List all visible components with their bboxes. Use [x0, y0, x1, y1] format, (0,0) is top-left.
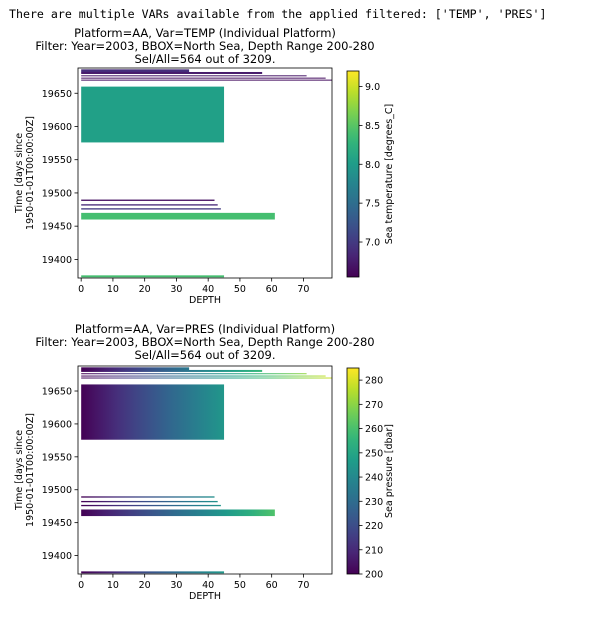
profile-bar	[81, 275, 225, 278]
colorbar	[346, 367, 360, 575]
profile-bar	[81, 496, 215, 498]
chart-title-line: Platform=AA, Var=TEMP (Individual Platfo…	[74, 26, 336, 40]
console-output: There are multiple VARs available from t…	[9, 7, 547, 21]
profile-bar	[81, 199, 215, 201]
x-tick-label: 70	[297, 284, 309, 295]
colorbar	[346, 70, 360, 278]
y-tick-label: 19450	[42, 518, 72, 529]
plot-frame	[77, 365, 333, 575]
x-tick-label: 10	[107, 284, 119, 295]
chart-title-line: Sel/All=564 out of 3209.	[134, 52, 275, 66]
x-tick-label: 0	[78, 580, 84, 591]
colorbar-tick-label: 9.0	[365, 82, 380, 93]
y-tick-label: 19450	[42, 222, 72, 233]
profile-bar	[81, 369, 263, 372]
x-axis-label: DEPTH	[189, 591, 221, 602]
y-axis-label-line: 1950-01-01T00:00:00Z]	[25, 413, 36, 527]
y-tick-label: 19600	[42, 122, 72, 133]
profile-bar	[81, 69, 190, 73]
y-tick-label: 19650	[42, 89, 72, 100]
colorbar-tick-label: 260	[365, 424, 383, 435]
x-tick-label: 30	[170, 580, 182, 591]
x-tick-label: 60	[266, 284, 278, 295]
y-tick-label: 19600	[42, 419, 72, 430]
colorbar-tick-label: 240	[365, 473, 383, 484]
chart-title-line: Sel/All=564 out of 3209.	[134, 348, 275, 362]
profile-bar	[81, 504, 221, 507]
chart-title-line: Platform=AA, Var=PRES (Individual Platfo…	[75, 322, 335, 336]
chart-panel-2: Platform=AA, Var=PRES (Individual Platfo…	[14, 322, 395, 602]
y-tick-label: 19500	[42, 188, 72, 199]
profile-bar	[81, 75, 307, 77]
colorbar-label: Sea pressure [dbar]	[384, 424, 395, 518]
profile-bar	[81, 77, 326, 79]
profile-bar	[81, 208, 221, 210]
profile-bar	[81, 377, 332, 379]
x-tick-label: 30	[170, 284, 182, 295]
x-axis-label: DEPTH	[189, 295, 221, 306]
profile-bar	[81, 79, 332, 81]
y-axis-label-line: Time [days since	[14, 133, 25, 214]
colorbar-tick-label: 230	[365, 497, 383, 508]
colorbar-tick-label: 7.5	[365, 199, 380, 210]
y-axis-label-line: Time [days since	[14, 430, 25, 511]
x-tick-label: 70	[297, 580, 309, 591]
profile-bar	[81, 212, 275, 220]
y-tick-label: 19500	[42, 485, 72, 496]
x-tick-label: 40	[202, 580, 214, 591]
x-tick-label: 20	[139, 580, 151, 591]
y-tick-label: 19550	[42, 452, 72, 463]
chart-title-line: Filter: Year=2003, BBOX=North Sea, Depth…	[35, 335, 374, 349]
y-axis-label-line: 1950-01-01T00:00:00Z]	[25, 116, 36, 230]
plot-frame	[77, 67, 333, 279]
x-tick-label: 60	[266, 580, 278, 591]
colorbar-tick-label: 210	[365, 545, 383, 556]
x-tick-label: 20	[139, 284, 151, 295]
y-tick-label: 19650	[42, 387, 72, 398]
profile-bar	[81, 86, 225, 143]
y-tick-label: 19400	[42, 551, 72, 562]
profile-bar	[81, 373, 307, 375]
x-tick-label: 10	[107, 580, 119, 591]
profile-bar	[81, 375, 326, 377]
colorbar-tick-label: 220	[365, 521, 383, 532]
profile-bar	[81, 509, 275, 517]
chart-title-line: Filter: Year=2003, BBOX=North Sea, Depth…	[35, 39, 374, 53]
chart-panel-1: Platform=AA, Var=TEMP (Individual Platfo…	[14, 26, 395, 306]
y-tick-label: 19400	[42, 255, 72, 266]
colorbar-tick-label: 200	[365, 570, 383, 581]
y-tick-label: 19550	[42, 155, 72, 166]
colorbar-tick-label: 280	[365, 376, 383, 387]
x-tick-label: 0	[78, 284, 84, 295]
colorbar-tick-label: 7.0	[365, 238, 380, 249]
profile-bar	[81, 571, 225, 574]
colorbar-tick-label: 270	[365, 400, 383, 411]
colorbar-tick-label: 250	[365, 448, 383, 459]
x-tick-label: 40	[202, 284, 214, 295]
x-tick-label: 50	[234, 580, 246, 591]
colorbar-tick-label: 8.0	[365, 160, 380, 171]
x-tick-label: 50	[234, 284, 246, 295]
colorbar-tick-label: 8.5	[365, 121, 380, 132]
profile-bar	[81, 367, 190, 371]
profile-bar	[81, 500, 218, 503]
profile-bar	[81, 71, 263, 74]
profile-bar	[81, 204, 218, 206]
colorbar-label: Sea temperature [degrees_C]	[384, 104, 395, 245]
profile-bar	[81, 384, 225, 440]
